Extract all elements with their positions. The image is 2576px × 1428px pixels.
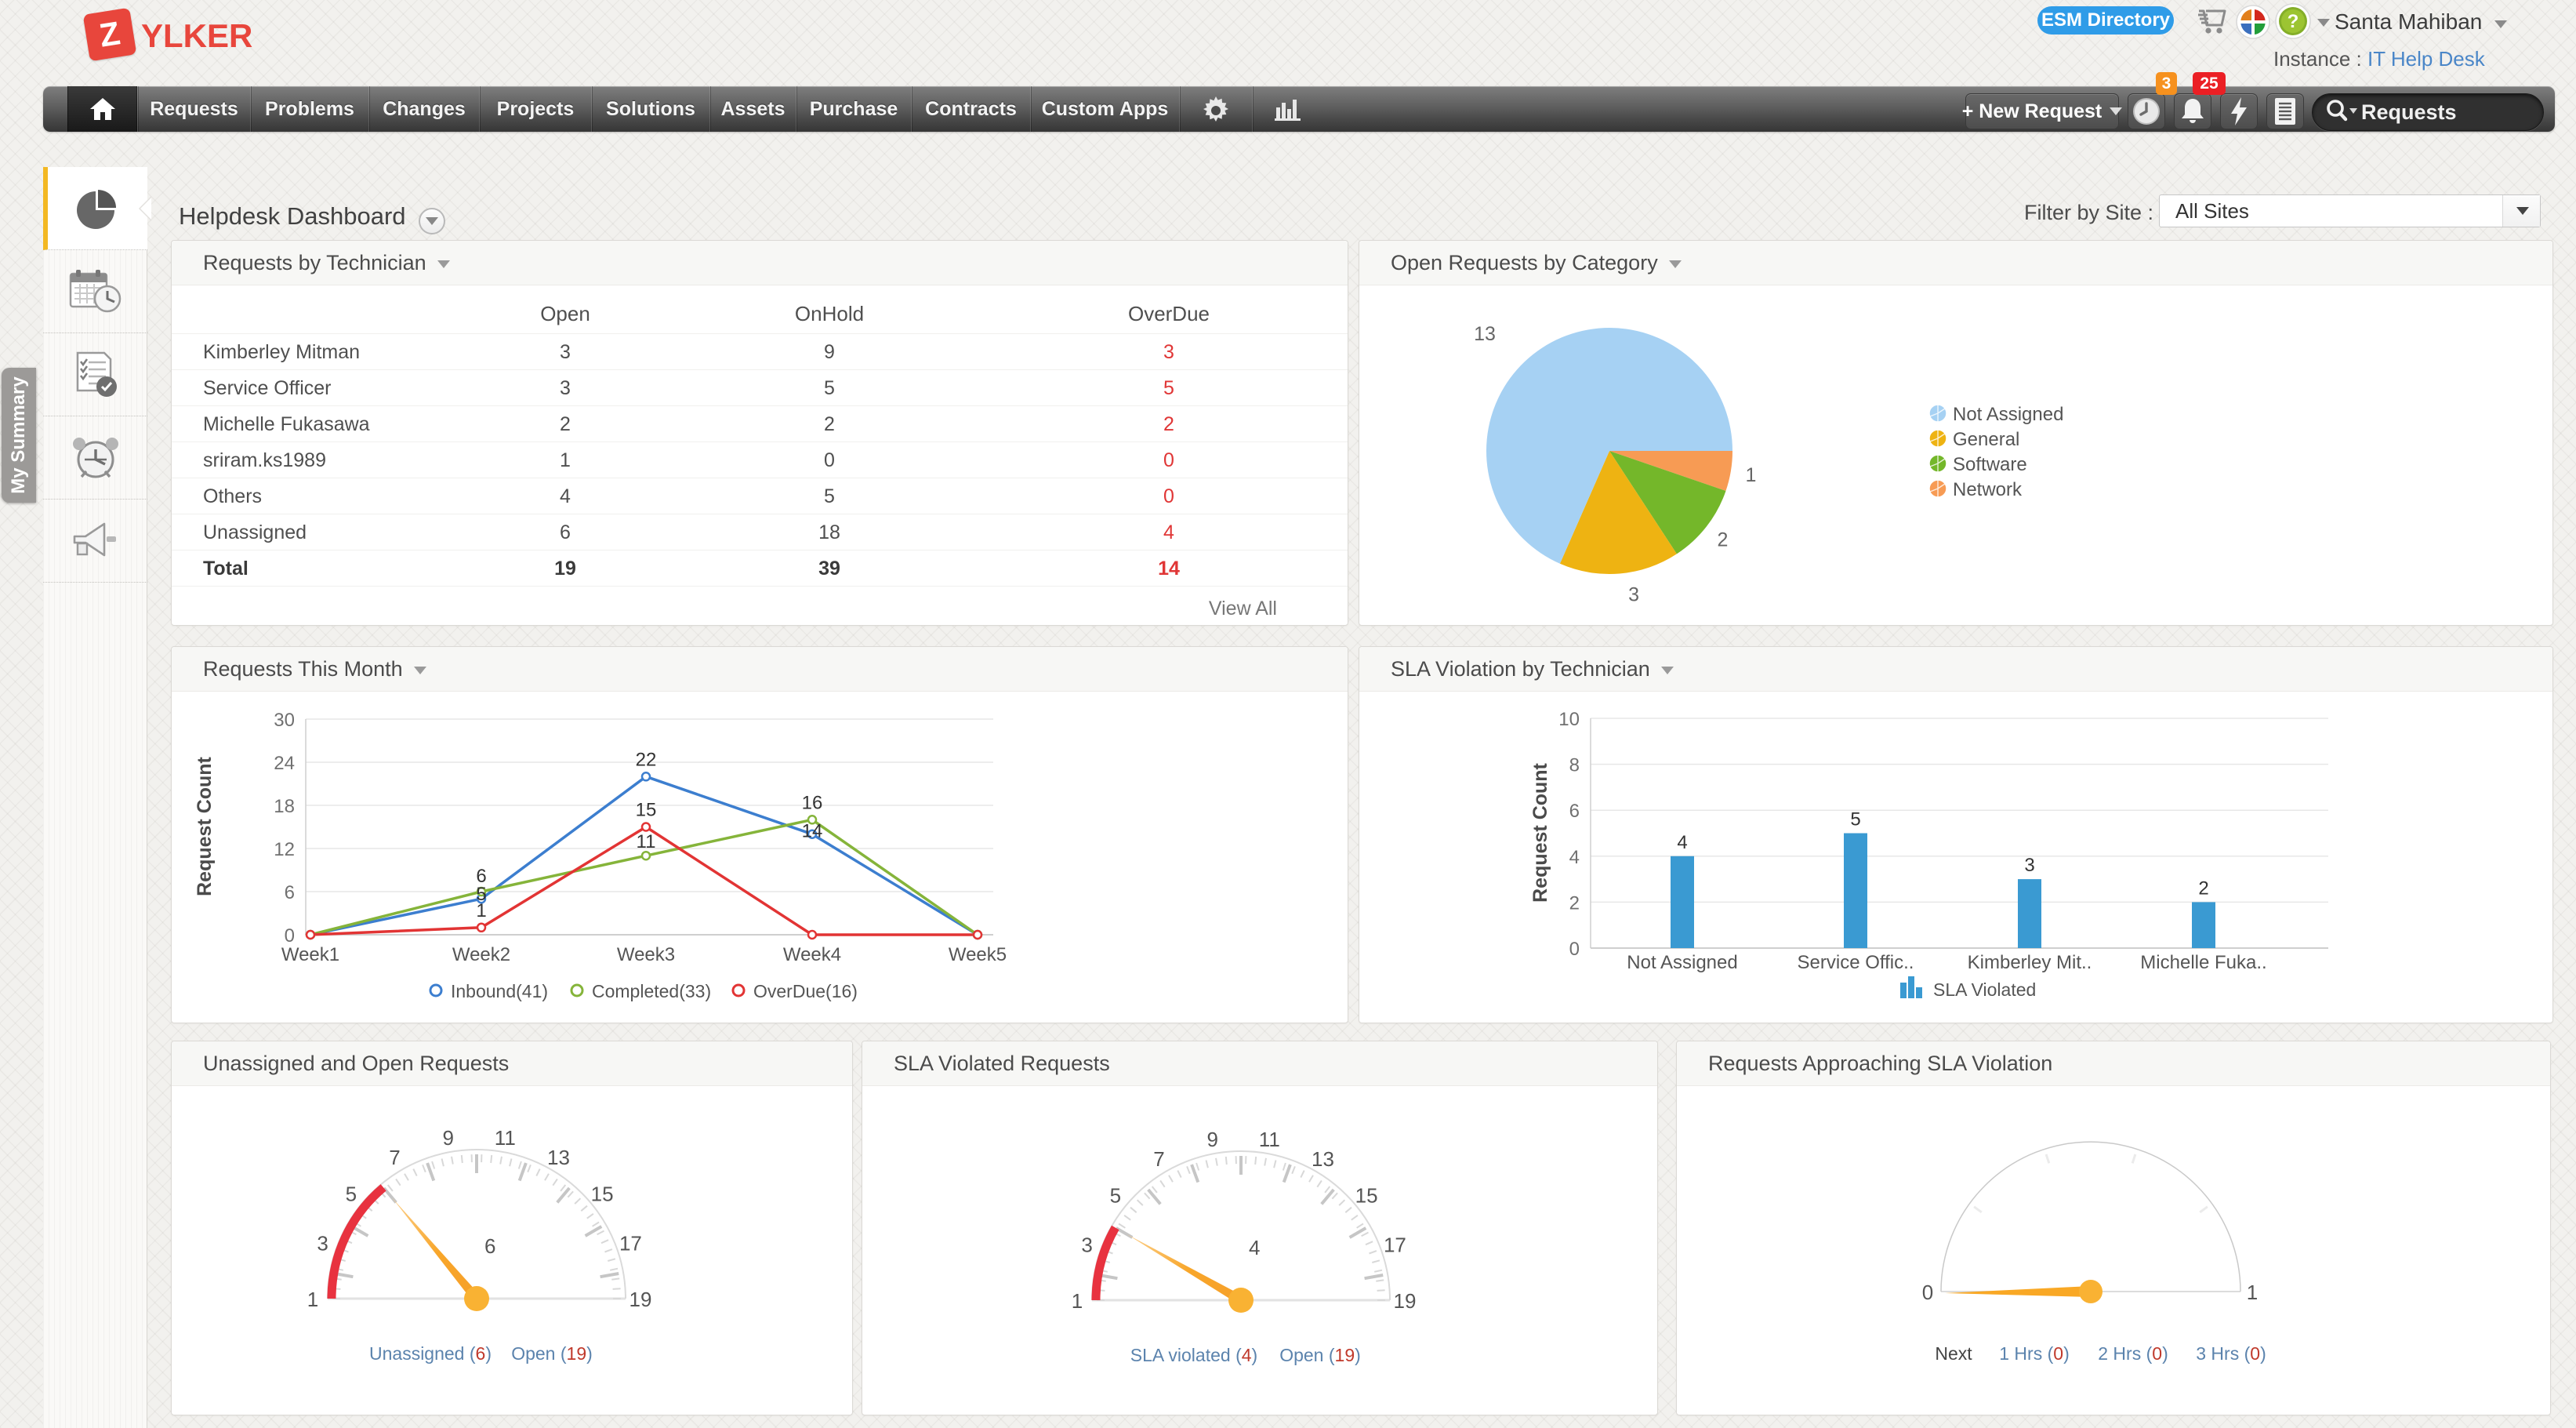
svg-text:2: 2 (2198, 878, 2208, 899)
svg-text:9: 9 (1206, 1128, 1217, 1151)
svg-text:2: 2 (1569, 892, 1580, 914)
svg-text:9: 9 (442, 1126, 453, 1150)
svg-text:18: 18 (274, 796, 295, 817)
svg-text:13: 13 (547, 1146, 570, 1169)
svg-text:Service Offic..: Service Offic.. (1798, 952, 1914, 973)
svg-text:3 Hrs (0): 3 Hrs (0) (2196, 1343, 2266, 1364)
svg-text:6: 6 (285, 882, 295, 903)
svg-text:3: 3 (1628, 583, 1639, 605)
svg-text:Request Count: Request Count (194, 756, 216, 896)
svg-text:6: 6 (1569, 801, 1580, 822)
svg-text:3: 3 (2024, 855, 2034, 876)
svg-text:Network: Network (1953, 479, 2023, 500)
svg-text:7: 7 (1153, 1147, 1164, 1171)
svg-text:16: 16 (802, 792, 823, 813)
svg-text:Week5: Week5 (949, 944, 1007, 965)
svg-text:12: 12 (274, 839, 295, 860)
svg-text:13: 13 (1312, 1147, 1334, 1171)
svg-text:30: 30 (274, 710, 295, 731)
svg-text:6: 6 (484, 1234, 495, 1258)
svg-text:Not Assigned: Not Assigned (1627, 952, 1737, 973)
svg-text:11: 11 (637, 831, 656, 852)
svg-text:13: 13 (1474, 323, 1496, 345)
svg-text:24: 24 (274, 753, 295, 774)
svg-text:Kimberley Mit..: Kimberley Mit.. (1968, 952, 2092, 973)
svg-text:Next: Next (1935, 1343, 1972, 1364)
svg-text:3: 3 (1081, 1234, 1092, 1257)
svg-text:2 Hrs (0): 2 Hrs (0) (2098, 1343, 2168, 1364)
svg-text:1: 1 (2247, 1281, 2258, 1304)
svg-text:15: 15 (591, 1183, 614, 1206)
svg-text:Week3: Week3 (617, 944, 675, 965)
svg-text:Not Assigned: Not Assigned (1953, 404, 2063, 425)
svg-text:5: 5 (346, 1183, 357, 1206)
svg-text:2: 2 (1717, 529, 1728, 550)
svg-text:19: 19 (1394, 1289, 1417, 1313)
svg-text:SLA Violated: SLA Violated (1933, 979, 2036, 1000)
svg-text:17: 17 (619, 1232, 642, 1255)
svg-text:Request Count: Request Count (1529, 762, 1551, 902)
svg-text:11: 11 (1259, 1128, 1280, 1151)
svg-text:6: 6 (476, 866, 486, 887)
svg-text:1: 1 (307, 1288, 318, 1311)
svg-text:Open (19): Open (19) (1279, 1345, 1361, 1365)
svg-text:SLA violated (4): SLA violated (4) (1130, 1345, 1257, 1365)
svg-text:Inbound(41): Inbound(41) (451, 981, 548, 1001)
svg-text:15: 15 (636, 800, 657, 821)
svg-text:Week4: Week4 (783, 944, 841, 965)
svg-text:5: 5 (1110, 1184, 1121, 1208)
svg-text:Unassigned (6): Unassigned (6) (369, 1343, 492, 1364)
svg-text:Completed(33): Completed(33) (592, 981, 711, 1001)
svg-text:0: 0 (1922, 1281, 1933, 1304)
svg-text:11: 11 (495, 1126, 516, 1150)
svg-text:10: 10 (1558, 709, 1580, 730)
svg-text:OverDue(16): OverDue(16) (753, 981, 858, 1001)
svg-text:1: 1 (1746, 464, 1757, 486)
svg-text:17: 17 (1384, 1234, 1406, 1257)
svg-text:1: 1 (476, 900, 486, 921)
svg-text:0: 0 (1569, 939, 1580, 960)
svg-text:1 Hrs (0): 1 Hrs (0) (1999, 1343, 2069, 1364)
svg-text:5: 5 (1850, 809, 1860, 830)
svg-text:5: 5 (476, 884, 486, 905)
svg-text:7: 7 (389, 1146, 400, 1169)
svg-text:?: ? (2288, 11, 2299, 32)
svg-text:1: 1 (1072, 1289, 1083, 1313)
svg-text:8: 8 (1569, 755, 1580, 776)
svg-text:Week1: Week1 (281, 944, 339, 965)
svg-text:Open (19): Open (19) (511, 1343, 593, 1364)
svg-text:0: 0 (285, 925, 295, 947)
svg-text:14: 14 (802, 821, 823, 842)
svg-text:22: 22 (636, 749, 657, 770)
svg-text:19: 19 (629, 1288, 652, 1311)
svg-text:4: 4 (1677, 832, 1687, 853)
svg-text:3: 3 (317, 1232, 328, 1255)
svg-text:Software: Software (1953, 454, 2027, 475)
svg-text:Week2: Week2 (452, 944, 510, 965)
svg-text:4: 4 (1249, 1236, 1260, 1259)
svg-text:General: General (1953, 429, 2019, 450)
svg-text:4: 4 (1569, 847, 1580, 868)
svg-text:Michelle Fuka..: Michelle Fuka.. (2140, 952, 2266, 973)
svg-text:15: 15 (1355, 1184, 1378, 1208)
